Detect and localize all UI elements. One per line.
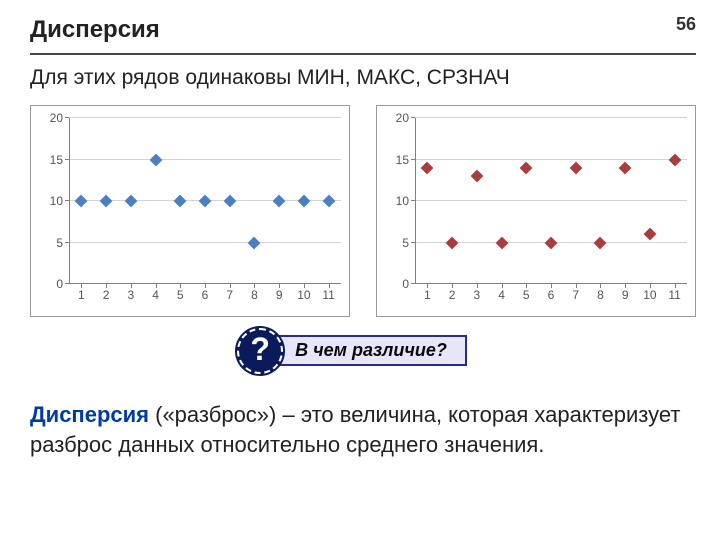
x-tick — [625, 284, 626, 288]
subtitle: Для этих рядов одинаковы МИН, МАКС, СРЗН… — [30, 66, 510, 90]
x-tick — [131, 284, 132, 288]
y-tick-label: 10 — [50, 194, 69, 208]
gridline — [69, 242, 341, 243]
definition-paragraph: Дисперсия («разброс») – это величина, ко… — [30, 400, 696, 459]
y-tick-label: 15 — [396, 153, 415, 167]
x-tick — [576, 284, 577, 288]
gridline — [415, 159, 687, 160]
data-point — [421, 161, 434, 174]
data-point — [569, 161, 582, 174]
x-tick — [254, 284, 255, 288]
data-point — [470, 170, 483, 183]
x-tick — [452, 284, 453, 288]
data-point — [668, 153, 681, 166]
x-tick — [526, 284, 527, 288]
data-point — [446, 236, 459, 249]
x-tick — [156, 284, 157, 288]
x-tick — [477, 284, 478, 288]
page-number: 56 — [676, 14, 696, 35]
x-tick — [427, 284, 428, 288]
x-tick — [329, 284, 330, 288]
data-point — [223, 195, 236, 208]
data-point — [149, 153, 162, 166]
gridline — [69, 117, 341, 118]
data-point — [644, 228, 657, 241]
data-point — [520, 161, 533, 174]
data-point — [594, 236, 607, 249]
x-tick — [180, 284, 181, 288]
y-axis — [69, 118, 70, 284]
x-tick — [600, 284, 601, 288]
x-tick — [230, 284, 231, 288]
callout-text: В чем различие? — [295, 340, 447, 361]
y-tick-label: 15 — [50, 153, 69, 167]
y-tick-label: 0 — [402, 277, 415, 291]
x-tick — [279, 284, 280, 288]
data-point — [124, 195, 137, 208]
gridline — [415, 200, 687, 201]
x-tick — [205, 284, 206, 288]
charts-row: 051015201234567891011 051015201234567891… — [30, 105, 696, 317]
chart-right-plot: 051015201234567891011 — [415, 118, 687, 284]
x-tick — [106, 284, 107, 288]
chart-left-plot: 051015201234567891011 — [69, 118, 341, 284]
data-point — [322, 195, 335, 208]
data-point — [100, 195, 113, 208]
data-point — [248, 236, 261, 249]
data-point — [174, 195, 187, 208]
data-point — [545, 236, 558, 249]
definition-term: Дисперсия — [30, 402, 149, 427]
x-tick — [81, 284, 82, 288]
page-title: Дисперсия — [30, 16, 160, 44]
y-tick-label: 5 — [402, 236, 415, 250]
y-tick-label: 20 — [50, 111, 69, 125]
data-point — [495, 236, 508, 249]
data-point — [199, 195, 212, 208]
gridline — [415, 117, 687, 118]
callout-box: ? В чем различие? — [253, 335, 467, 366]
chart-right: 051015201234567891011 — [376, 105, 696, 317]
y-tick-label: 0 — [56, 277, 69, 291]
callout-row: ? В чем различие? — [0, 335, 720, 366]
chart-left: 051015201234567891011 — [30, 105, 350, 317]
data-point — [619, 161, 632, 174]
gridline — [69, 159, 341, 160]
y-tick-label: 5 — [56, 236, 69, 250]
x-tick — [650, 284, 651, 288]
data-point — [75, 195, 88, 208]
y-tick-label: 20 — [396, 111, 415, 125]
x-tick — [304, 284, 305, 288]
x-tick — [502, 284, 503, 288]
x-tick — [675, 284, 676, 288]
y-tick-label: 10 — [396, 194, 415, 208]
x-tick — [551, 284, 552, 288]
title-rule — [30, 53, 696, 55]
data-point — [298, 195, 311, 208]
y-axis — [415, 118, 416, 284]
data-point — [273, 195, 286, 208]
question-icon: ? — [237, 328, 283, 374]
